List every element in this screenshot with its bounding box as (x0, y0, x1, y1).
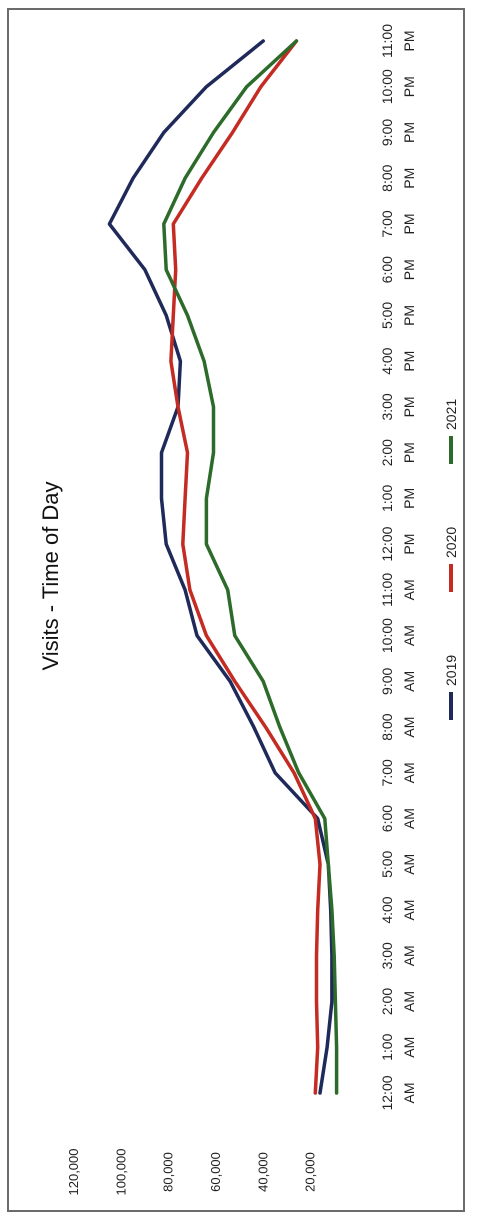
x-tick-label: 6:00 AM (379, 805, 417, 832)
svg-text:AM: AM (401, 1037, 417, 1058)
svg-text:9:00: 9:00 (379, 668, 395, 695)
x-tick-label: 8:00 AM (379, 713, 417, 740)
x-tick-label: 12:00 AM (379, 1075, 417, 1110)
x-tick-label: 1:00 PM (379, 485, 417, 512)
chart-frame (7, 8, 465, 1212)
series-line-2019 (107, 39, 334, 1095)
svg-text:AM: AM (401, 808, 417, 829)
svg-text:PM: PM (401, 213, 417, 234)
series-line-2020 (169, 39, 322, 1095)
svg-text:AM: AM (401, 900, 417, 921)
svg-text:AM: AM (401, 717, 417, 738)
svg-text:AM: AM (401, 762, 417, 783)
svg-text:6:00: 6:00 (379, 256, 395, 283)
series-lines (107, 39, 339, 1095)
svg-text:1:00: 1:00 (379, 485, 395, 512)
svg-text:1:00: 1:00 (379, 1033, 395, 1060)
y-tick-label: 100,000 (113, 1149, 128, 1196)
x-tick-label: 11:00 PM (379, 24, 417, 58)
y-tick-label: 80,000 (161, 1152, 176, 1192)
x-tick-label: 7:00 AM (379, 759, 417, 786)
svg-text:PM: PM (401, 351, 417, 372)
svg-text:AM: AM (401, 579, 417, 600)
svg-text:3:00: 3:00 (379, 942, 395, 969)
svg-text:3:00: 3:00 (379, 393, 395, 420)
x-tick-label: 7:00 PM (379, 210, 417, 237)
x-tick-label: 12:00 PM (379, 526, 417, 561)
x-tick-label: 10:00 PM (379, 69, 417, 104)
svg-text:5:00: 5:00 (379, 302, 395, 329)
svg-text:8:00: 8:00 (379, 713, 395, 740)
x-tick-label: 9:00 PM (379, 119, 417, 146)
svg-text:9:00: 9:00 (379, 119, 395, 146)
svg-text:PM: PM (401, 31, 417, 52)
svg-text:12:00: 12:00 (379, 1075, 395, 1110)
svg-text:4:00: 4:00 (379, 896, 395, 923)
x-axis-ticks: 12:00 AM1:00 AM2:00 AM3:00 AM4:00 AM5:00 AM6:0… (379, 24, 417, 1111)
svg-text:PM: PM (401, 488, 417, 509)
svg-text:PM: PM (401, 534, 417, 555)
y-tick-label: 40,000 (255, 1152, 270, 1192)
x-tick-label: 3:00 PM (379, 393, 417, 420)
legend-label-2020: 2020 (443, 527, 459, 558)
y-tick-label: 20,000 (303, 1152, 318, 1192)
x-tick-label: 11:00 AM (379, 573, 417, 607)
svg-text:12:00: 12:00 (379, 526, 395, 561)
series-line-2021 (162, 39, 339, 1095)
svg-text:AM: AM (401, 625, 417, 646)
svg-text:PM: PM (401, 442, 417, 463)
svg-text:11:00: 11:00 (379, 24, 395, 58)
x-tick-label: 9:00 AM (379, 668, 417, 695)
x-tick-label: 1:00 AM (379, 1033, 417, 1060)
y-tick-label: 120,000 (66, 1149, 81, 1196)
y-axis-ticks: 20,000 40,000 60,000 80,000 100,000 120,000 (66, 1149, 318, 1196)
svg-text:4:00: 4:00 (379, 347, 395, 374)
x-tick-label: 2:00 AM (379, 988, 417, 1015)
svg-text:2:00: 2:00 (379, 439, 395, 466)
svg-text:PM: PM (401, 259, 417, 280)
x-tick-label: 10:00 AM (379, 618, 417, 653)
svg-text:PM: PM (401, 305, 417, 326)
x-tick-label: 4:00 AM (379, 896, 417, 923)
legend-label-2019: 2019 (443, 655, 459, 686)
x-tick-label: 8:00 PM (379, 164, 417, 191)
svg-text:AM: AM (401, 945, 417, 966)
svg-text:7:00: 7:00 (379, 759, 395, 786)
svg-text:10:00: 10:00 (379, 618, 395, 653)
svg-text:7:00: 7:00 (379, 210, 395, 237)
x-tick-label: 5:00 PM (379, 302, 417, 329)
chart-title: Visits - Time of Day (38, 481, 63, 670)
x-tick-label: 6:00 PM (379, 256, 417, 283)
svg-text:2:00: 2:00 (379, 988, 395, 1015)
legend-label-2021: 2021 (443, 399, 459, 430)
svg-text:PM: PM (401, 396, 417, 417)
svg-text:AM: AM (401, 671, 417, 692)
svg-text:PM: PM (401, 168, 417, 189)
svg-text:10:00: 10:00 (379, 69, 395, 104)
x-tick-label: 2:00 PM (379, 439, 417, 466)
x-tick-label: 3:00 AM (379, 942, 417, 969)
svg-text:11:00: 11:00 (379, 573, 395, 607)
svg-text:AM: AM (401, 854, 417, 875)
svg-text:PM: PM (401, 122, 417, 143)
svg-text:5:00: 5:00 (379, 850, 395, 877)
svg-text:6:00: 6:00 (379, 805, 395, 832)
legend: 2019 2020 2021 (443, 399, 459, 720)
x-tick-label: 5:00 AM (379, 850, 417, 877)
svg-text:AM: AM (401, 991, 417, 1012)
x-tick-label: 4:00 PM (379, 347, 417, 374)
svg-text:8:00: 8:00 (379, 164, 395, 191)
y-tick-label: 60,000 (208, 1152, 223, 1192)
svg-text:PM: PM (401, 76, 417, 97)
svg-text:AM: AM (401, 1083, 417, 1104)
